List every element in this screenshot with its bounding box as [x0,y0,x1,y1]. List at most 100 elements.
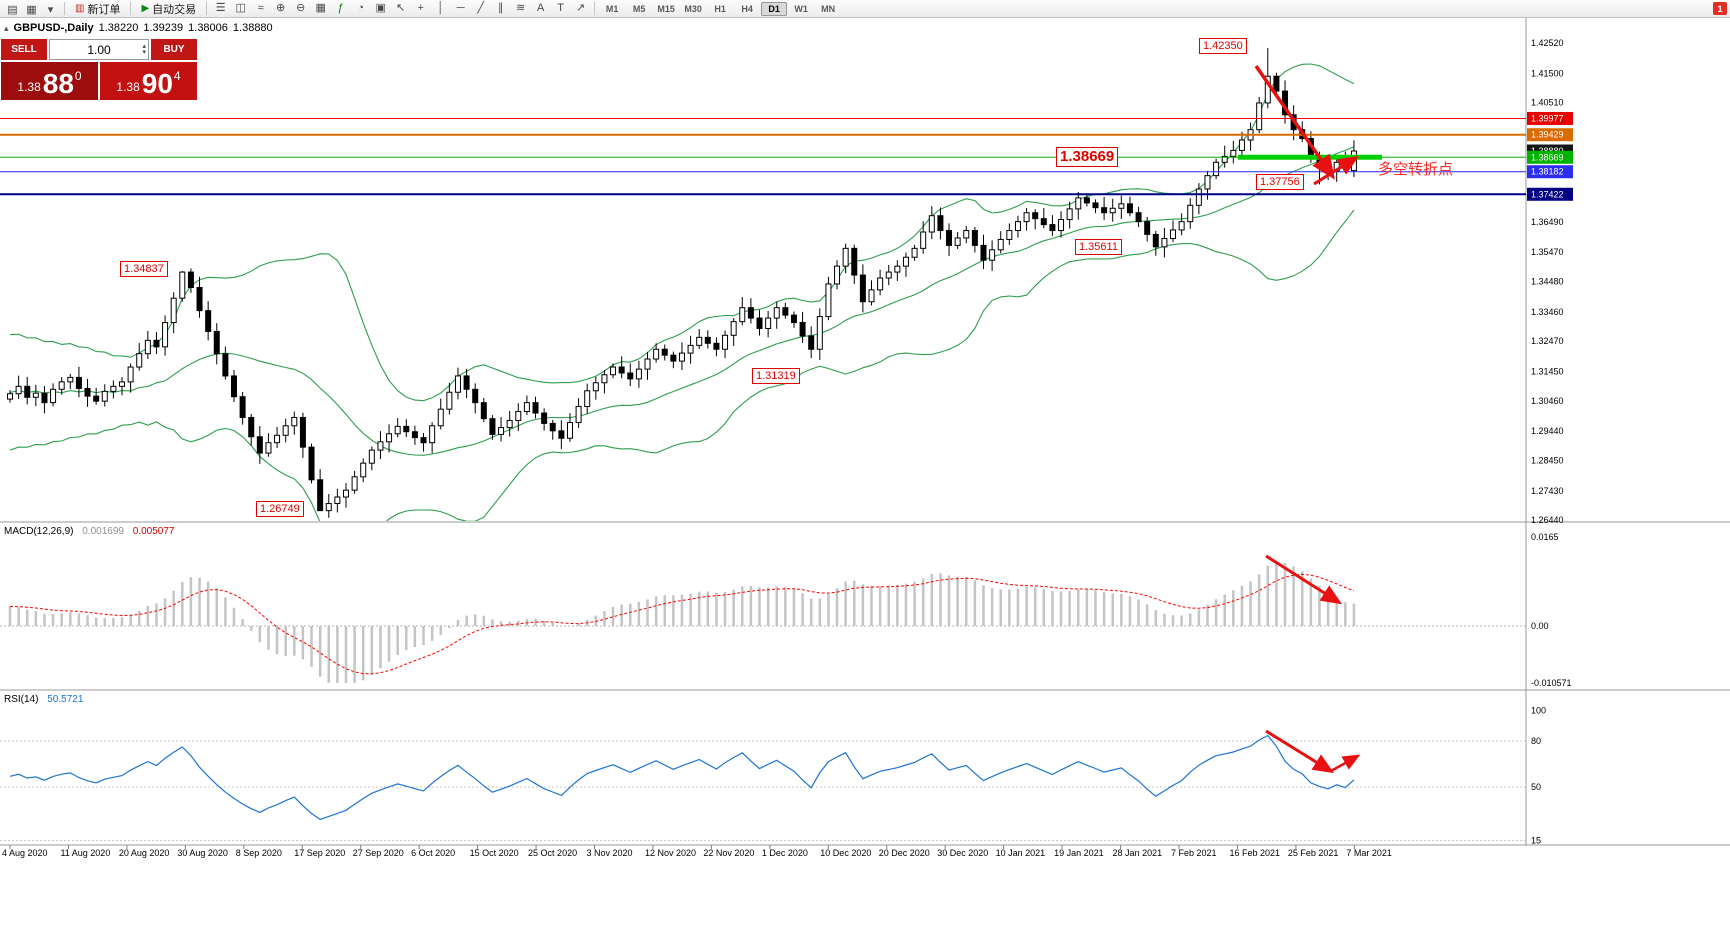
timeframe-button-m15[interactable]: M15 [653,2,679,16]
svg-text:1.33460: 1.33460 [1531,307,1564,317]
channel-icon[interactable]: ∥ [491,1,510,16]
profiles-caret-icon[interactable]: ▾ [41,3,60,18]
indicators-icon[interactable]: ƒ [331,1,350,16]
svg-text:8 Sep 2020: 8 Sep 2020 [236,848,282,858]
toolbar-left-icons: ▤ ▦ ▾ [3,0,60,18]
vertical-line-icon[interactable]: │ [431,1,450,16]
price-annotation-label[interactable]: 1.26749 [256,501,304,517]
price-axis: 1.42520 1.41500 1.40510 1.36490 1.35470 1.344… [1527,38,1573,846]
arrows-icon[interactable]: ↗ [571,1,590,16]
zoom-out-icon[interactable]: ⊖ [291,1,310,16]
new-chart-icon[interactable]: ▤ [3,3,22,18]
trend-arrow-object[interactable] [1330,754,1361,773]
timeframe-button-w1[interactable]: W1 [788,2,814,16]
profiles-icon[interactable]: ▦ [22,3,41,18]
new-order-icon: ▥ [75,2,85,14]
text-icon[interactable]: A [531,1,550,16]
lot-size-input[interactable]: 1.00 ▴ ▾ [49,39,149,60]
trend-arrow-object[interactable] [1265,729,1335,774]
bar-chart-icon[interactable]: ☰ [211,1,230,16]
trend-arrow-object[interactable] [1254,65,1335,180]
templates-icon[interactable]: ▣ [371,1,390,16]
sell-price-button[interactable]: 1.38 88 0 [1,62,98,100]
toolbar-separator [64,2,65,15]
cursor-icon[interactable]: ↖ [391,1,410,16]
candlestick-chart-icon[interactable]: ◫ [231,1,250,16]
svg-text:1.39429: 1.39429 [1531,130,1564,140]
label-icon[interactable]: T [551,1,570,16]
tile-windows-icon[interactable]: ▦ [311,1,330,16]
candlestick-series [7,48,1357,518]
chart-ohlc-header: ▴ GBPUSD-,Daily 1.38220 1.39239 1.38006 … [4,22,273,34]
fibonacci-icon[interactable]: ≋ [511,1,530,16]
timeframe-button-m5[interactable]: M5 [626,2,652,16]
svg-text:10 Jan 2021: 10 Jan 2021 [996,848,1046,858]
ohlc-low: 1.38006 [188,22,228,34]
price-annotation-label[interactable]: 1.37756 [1256,174,1304,190]
svg-text:1.28450: 1.28450 [1531,456,1564,466]
toolbar: ▤ ▦ ▾ ▥ 新订单 ▶ 自动交易 ☰ ◫ ≈ ⊕ ⊖ ▦ ƒ ◔ ▣ ↖ + │ ─ ╱ ∥ ≋ A T ↗ M1 M… [0,0,1730,18]
lot-increase-button[interactable]: ▴ [142,42,146,50]
crosshair-icon[interactable]: + [411,1,430,16]
new-order-button[interactable]: ▥ 新订单 [69,1,126,16]
svg-text:22 Nov 2020: 22 Nov 2020 [703,848,754,858]
timeframe-button-h4[interactable]: H4 [734,2,760,16]
buy-price-button[interactable]: 1.38 90 4 [100,62,197,100]
svg-text:1.38669: 1.38669 [1531,152,1564,162]
chinese-note-annotation[interactable]: 多空转折点 [1378,161,1454,178]
svg-text:16 Feb 2021: 16 Feb 2021 [1229,848,1280,858]
macd-header: MACD(12,26,9) 0.001699 0.005077 [4,526,174,537]
svg-text:1.34480: 1.34480 [1531,277,1564,287]
price-annotation-label[interactable]: 1.42350 [1199,38,1247,54]
autotrading-button[interactable]: ▶ 自动交易 [135,1,202,16]
time-axis: 4 Aug 2020 11 Aug 2020 20 Aug 2020 30 Aug 2… [2,845,1392,858]
oneclick-toggle-icon[interactable]: ▴ [4,22,9,33]
buy-tab-button[interactable]: BUY [151,39,197,60]
timeframe-buttons: M1 M5 M15 M30 H1 H4 D1 W1 MN [599,1,841,16]
price-annotation-label[interactable]: 1.31319 [752,368,800,384]
svg-text:6 Oct 2020: 6 Oct 2020 [411,848,455,858]
timeframe-button-d1[interactable]: D1 [761,1,788,16]
buy-price-small: 1.38 [116,80,140,94]
svg-text:11 Aug 2020: 11 Aug 2020 [60,848,110,858]
svg-text:15 Oct 2020: 15 Oct 2020 [470,848,519,858]
price-annotation-label[interactable]: 1.34837 [120,261,168,277]
trend-arrow-object[interactable] [1313,155,1360,186]
svg-text:1.31450: 1.31450 [1531,366,1564,376]
timeframe-button-m1[interactable]: M1 [599,2,625,16]
price-annotation-label[interactable]: 1.35611 [1075,239,1122,255]
macd-histogram [8,561,1356,683]
svg-text:0.00: 0.00 [1531,621,1549,631]
toolbar-tool-icons: ☰ ◫ ≈ ⊕ ⊖ ▦ ƒ ◔ ▣ ↖ + │ ─ ╱ ∥ ≋ A T ↗ [211,1,590,16]
macd-title: MACD(12,26,9) [4,526,74,537]
timeframe-button-m30[interactable]: M30 [680,2,706,16]
lot-decrease-button[interactable]: ▾ [142,48,146,56]
ohlc-close: 1.38880 [232,22,273,34]
ohlc-high: 1.39239 [143,22,184,34]
toolbar-separator [130,2,132,15]
svg-text:50: 50 [1531,782,1541,792]
notification-badge[interactable]: 1 [1713,2,1727,15]
price-annotation-label[interactable]: 1.38669 [1056,147,1119,167]
period-icon[interactable]: ◔ [351,1,370,16]
svg-text:4 Aug 2020: 4 Aug 2020 [2,848,48,858]
svg-text:1.36490: 1.36490 [1531,217,1564,227]
svg-text:10 Dec 2020: 10 Dec 2020 [820,848,871,858]
macd-signal-value: 0.005077 [132,526,175,537]
timeframe-button-mn[interactable]: MN [815,2,841,16]
sell-tab-button[interactable]: SELL [1,39,47,60]
lot-size-value: 1.00 [87,42,111,57]
macd-main-value: 0.001699 [82,526,124,537]
horizontal-line-icon[interactable]: ─ [451,1,470,16]
svg-text:1.30460: 1.30460 [1531,396,1564,406]
trend-arrow-object[interactable] [1265,554,1343,605]
line-chart-icon[interactable]: ≈ [251,1,270,16]
svg-text:100: 100 [1531,706,1546,716]
zoom-in-icon[interactable]: ⊕ [271,1,290,16]
sell-price-small: 1.38 [17,80,41,94]
toolbar-separator [594,2,596,15]
svg-text:25 Oct 2020: 25 Oct 2020 [528,848,577,858]
timeframe-button-h1[interactable]: H1 [707,2,733,16]
trendline-icon[interactable]: ╱ [471,1,490,16]
